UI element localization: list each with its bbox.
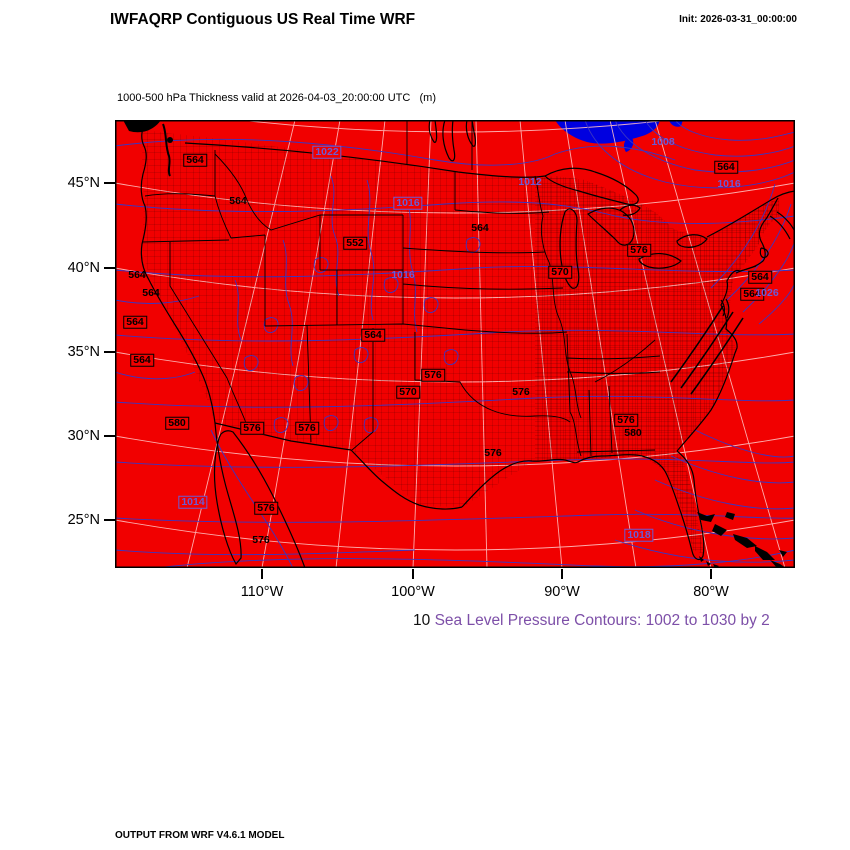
islands (123, 120, 787, 568)
contour-label: 576 (614, 413, 638, 427)
contour-label: 564 (471, 221, 489, 234)
contour-label: 576 (295, 421, 319, 435)
caption-text: Sea Level Pressure Contours: 1002 to 103… (434, 612, 770, 629)
x-tick-90w (561, 569, 563, 579)
contour-label: 580 (165, 416, 189, 430)
contour-label-slp: 1018 (624, 528, 654, 542)
y-axis-label: 25°N (67, 512, 100, 528)
contour-info-caption: 10 Sea Level Pressure Contours: 1002 to … (413, 612, 770, 630)
map-frame (115, 120, 795, 568)
y-axis-label: 35°N (67, 344, 100, 360)
great-lakes (428, 120, 708, 289)
contour-label-slp: 1008 (651, 135, 675, 148)
contour-label: 564 (123, 315, 147, 329)
y-tick-40n (104, 267, 115, 269)
contour-label: 564 (128, 268, 146, 281)
y-axis-label: 40°N (67, 260, 100, 276)
wrf-map-svg (115, 120, 795, 568)
contour-label: 576 (421, 368, 445, 382)
y-tick-35n (104, 351, 115, 353)
model-info-footer: OUTPUT FROM WRF V4.6.1 MODEL WE = 580 ; … (115, 805, 523, 850)
x-axis-label: 80°W (693, 584, 729, 600)
init-timestamp: Init: 2026-03-31_00:00:00 (679, 14, 797, 25)
contour-label: 576 (627, 243, 651, 257)
terrain-ridges (670, 305, 744, 395)
coastlines (140, 120, 795, 568)
contour-label: 576 (254, 501, 278, 515)
contour-label-slp: 1014 (178, 495, 208, 509)
contour-label-slp: 1026 (755, 286, 779, 299)
y-tick-25n (104, 519, 115, 521)
x-axis-label: 90°W (544, 584, 580, 600)
y-tick-45n (104, 182, 115, 184)
contour-label-slp: 1016 (391, 268, 415, 281)
contour-label: 576 (240, 421, 264, 435)
contour-label: 564 (740, 287, 764, 301)
x-axis-label: 110°W (240, 584, 284, 600)
contour-label-slp: 1012 (518, 175, 542, 188)
y-axis-label: 30°N (67, 428, 100, 444)
contour-label: 552 (343, 236, 367, 250)
contour-label-slp: 1016 (393, 196, 423, 210)
map-canvas: 564 564 552 564 1022 1016 1012 1008 1016… (115, 120, 795, 568)
contour-label: 576 (484, 446, 502, 459)
state-boundaries (141, 120, 661, 457)
caption-prefix: 10 (413, 612, 431, 629)
contour-label: 564 (229, 194, 247, 207)
contour-label-slp: 1022 (312, 145, 342, 159)
contour-label: 580 (624, 426, 642, 439)
contour-label: 570 (548, 265, 572, 279)
contour-label: 564 (183, 153, 207, 167)
x-tick-80w (710, 569, 712, 579)
contour-label: 564 (130, 353, 154, 367)
contour-label: 564 (361, 328, 385, 342)
contour-label-slp: 1016 (717, 177, 741, 190)
footer-model-version: OUTPUT FROM WRF V4.6.1 MODEL (115, 830, 285, 841)
contour-label: 564 (142, 286, 160, 299)
x-axis-label: 100°W (391, 584, 435, 600)
x-tick-110w (261, 569, 263, 579)
contour-label: 564 (748, 270, 772, 284)
subtitle-thickness-1: 1000-500 hPa Thickness valid at 2026-04-… (117, 92, 436, 105)
y-axis-label: 45°N (67, 175, 100, 191)
y-tick-30n (104, 435, 115, 437)
contour-label: 576 (512, 385, 530, 398)
contour-label: 570 (396, 385, 420, 399)
contour-label: 564 (714, 160, 738, 174)
x-tick-100w (412, 569, 414, 579)
page-title: IWFAQRP Contiguous US Real Time WRF (110, 11, 416, 28)
contour-label: 576 (252, 533, 270, 546)
